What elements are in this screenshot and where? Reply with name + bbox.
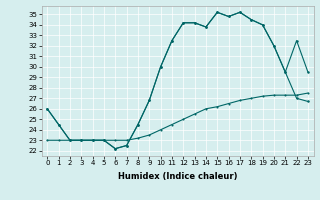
X-axis label: Humidex (Indice chaleur): Humidex (Indice chaleur) bbox=[118, 172, 237, 181]
